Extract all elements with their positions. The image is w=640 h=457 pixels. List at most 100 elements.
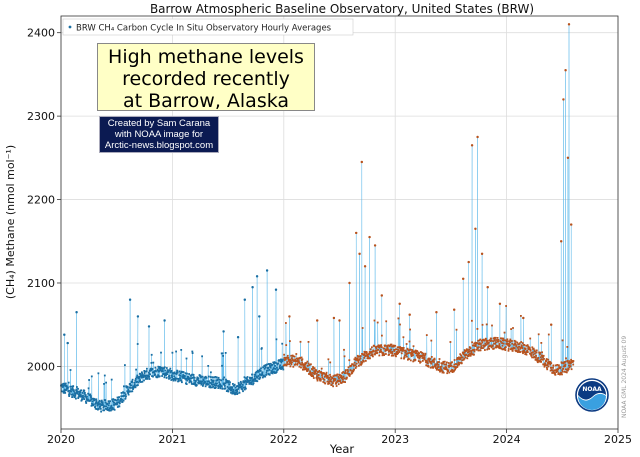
legend-box — [62, 18, 354, 36]
data-point — [490, 337, 492, 340]
data-point — [504, 339, 507, 342]
data-point — [543, 358, 545, 360]
data-point — [173, 371, 176, 374]
data-point — [259, 370, 262, 372]
data-point — [112, 400, 114, 403]
data-point — [477, 342, 479, 345]
data-point — [68, 395, 71, 397]
data-point — [175, 350, 177, 353]
data-point — [296, 360, 298, 362]
data-point — [552, 371, 555, 373]
data-point — [162, 370, 164, 373]
data-point — [429, 361, 432, 364]
data-point — [289, 365, 292, 368]
data-point — [344, 381, 346, 383]
data-point — [490, 346, 493, 349]
x-tick-label: 2020 — [47, 433, 75, 446]
data-point — [248, 379, 250, 382]
data-point — [195, 384, 198, 386]
data-point — [272, 361, 275, 364]
data-point — [561, 373, 563, 376]
data-point — [74, 394, 77, 397]
data-point — [237, 388, 240, 390]
data-point — [543, 363, 546, 366]
data-point — [193, 376, 196, 379]
data-point — [369, 348, 372, 351]
data-point — [459, 353, 462, 356]
data-point — [189, 380, 192, 382]
data-point — [452, 365, 455, 368]
data-point — [443, 363, 446, 366]
credit-box: Created by Sam Carana with NOAA image fo… — [99, 116, 219, 153]
data-point — [80, 399, 83, 402]
data-point — [173, 375, 176, 378]
data-point — [152, 361, 155, 364]
data-point — [78, 392, 81, 395]
data-point — [180, 379, 183, 382]
data-point — [346, 376, 348, 379]
data-point — [355, 365, 358, 368]
data-point — [470, 352, 473, 355]
data-point — [204, 375, 207, 378]
data-point — [271, 370, 273, 373]
data-point — [525, 353, 528, 356]
data-point — [506, 338, 509, 341]
data-point — [147, 371, 150, 374]
data-point — [252, 382, 255, 385]
data-point — [529, 352, 531, 355]
data-point — [165, 377, 168, 379]
data-point — [564, 360, 567, 363]
data-point — [229, 381, 231, 384]
series-layer — [60, 23, 575, 413]
data-point — [458, 362, 461, 364]
data-point — [301, 363, 304, 365]
data-point — [326, 380, 329, 383]
data-point — [490, 339, 493, 342]
data-point — [166, 369, 169, 371]
data-point — [468, 353, 470, 356]
data-point — [496, 337, 499, 339]
data-point — [284, 358, 287, 361]
data-point — [245, 387, 247, 390]
data-point — [438, 361, 440, 363]
data-point — [473, 350, 476, 353]
data-point — [467, 349, 469, 351]
data-point — [568, 360, 571, 363]
data-point — [214, 376, 217, 378]
data-point — [540, 358, 543, 361]
data-point — [566, 346, 569, 348]
data-point — [298, 362, 301, 365]
data-point — [515, 345, 518, 347]
data-point — [108, 402, 111, 404]
data-point — [546, 366, 548, 369]
data-point — [400, 347, 403, 349]
data-point — [87, 392, 89, 395]
data-point — [181, 381, 183, 384]
data-point — [383, 347, 386, 350]
data-point — [131, 378, 134, 381]
data-point — [411, 352, 414, 355]
data-point — [408, 352, 411, 354]
data-point — [302, 368, 304, 371]
data-point — [225, 390, 228, 392]
x-tick-label: 2025 — [604, 433, 632, 446]
data-point — [410, 352, 413, 354]
data-point — [166, 373, 169, 375]
data-point — [485, 339, 488, 342]
data-point — [266, 363, 268, 366]
data-point — [243, 376, 246, 379]
data-point — [508, 345, 511, 348]
data-point — [227, 387, 230, 390]
data-point — [338, 373, 341, 376]
data-point — [407, 352, 410, 354]
data-point — [479, 338, 482, 341]
data-point — [138, 380, 141, 382]
data-point — [448, 366, 450, 368]
data-point — [210, 378, 213, 381]
data-point — [503, 331, 506, 334]
data-point — [375, 346, 377, 348]
data-point — [547, 358, 550, 361]
data-point — [279, 366, 282, 369]
data-point — [139, 381, 142, 383]
data-point — [293, 355, 296, 358]
